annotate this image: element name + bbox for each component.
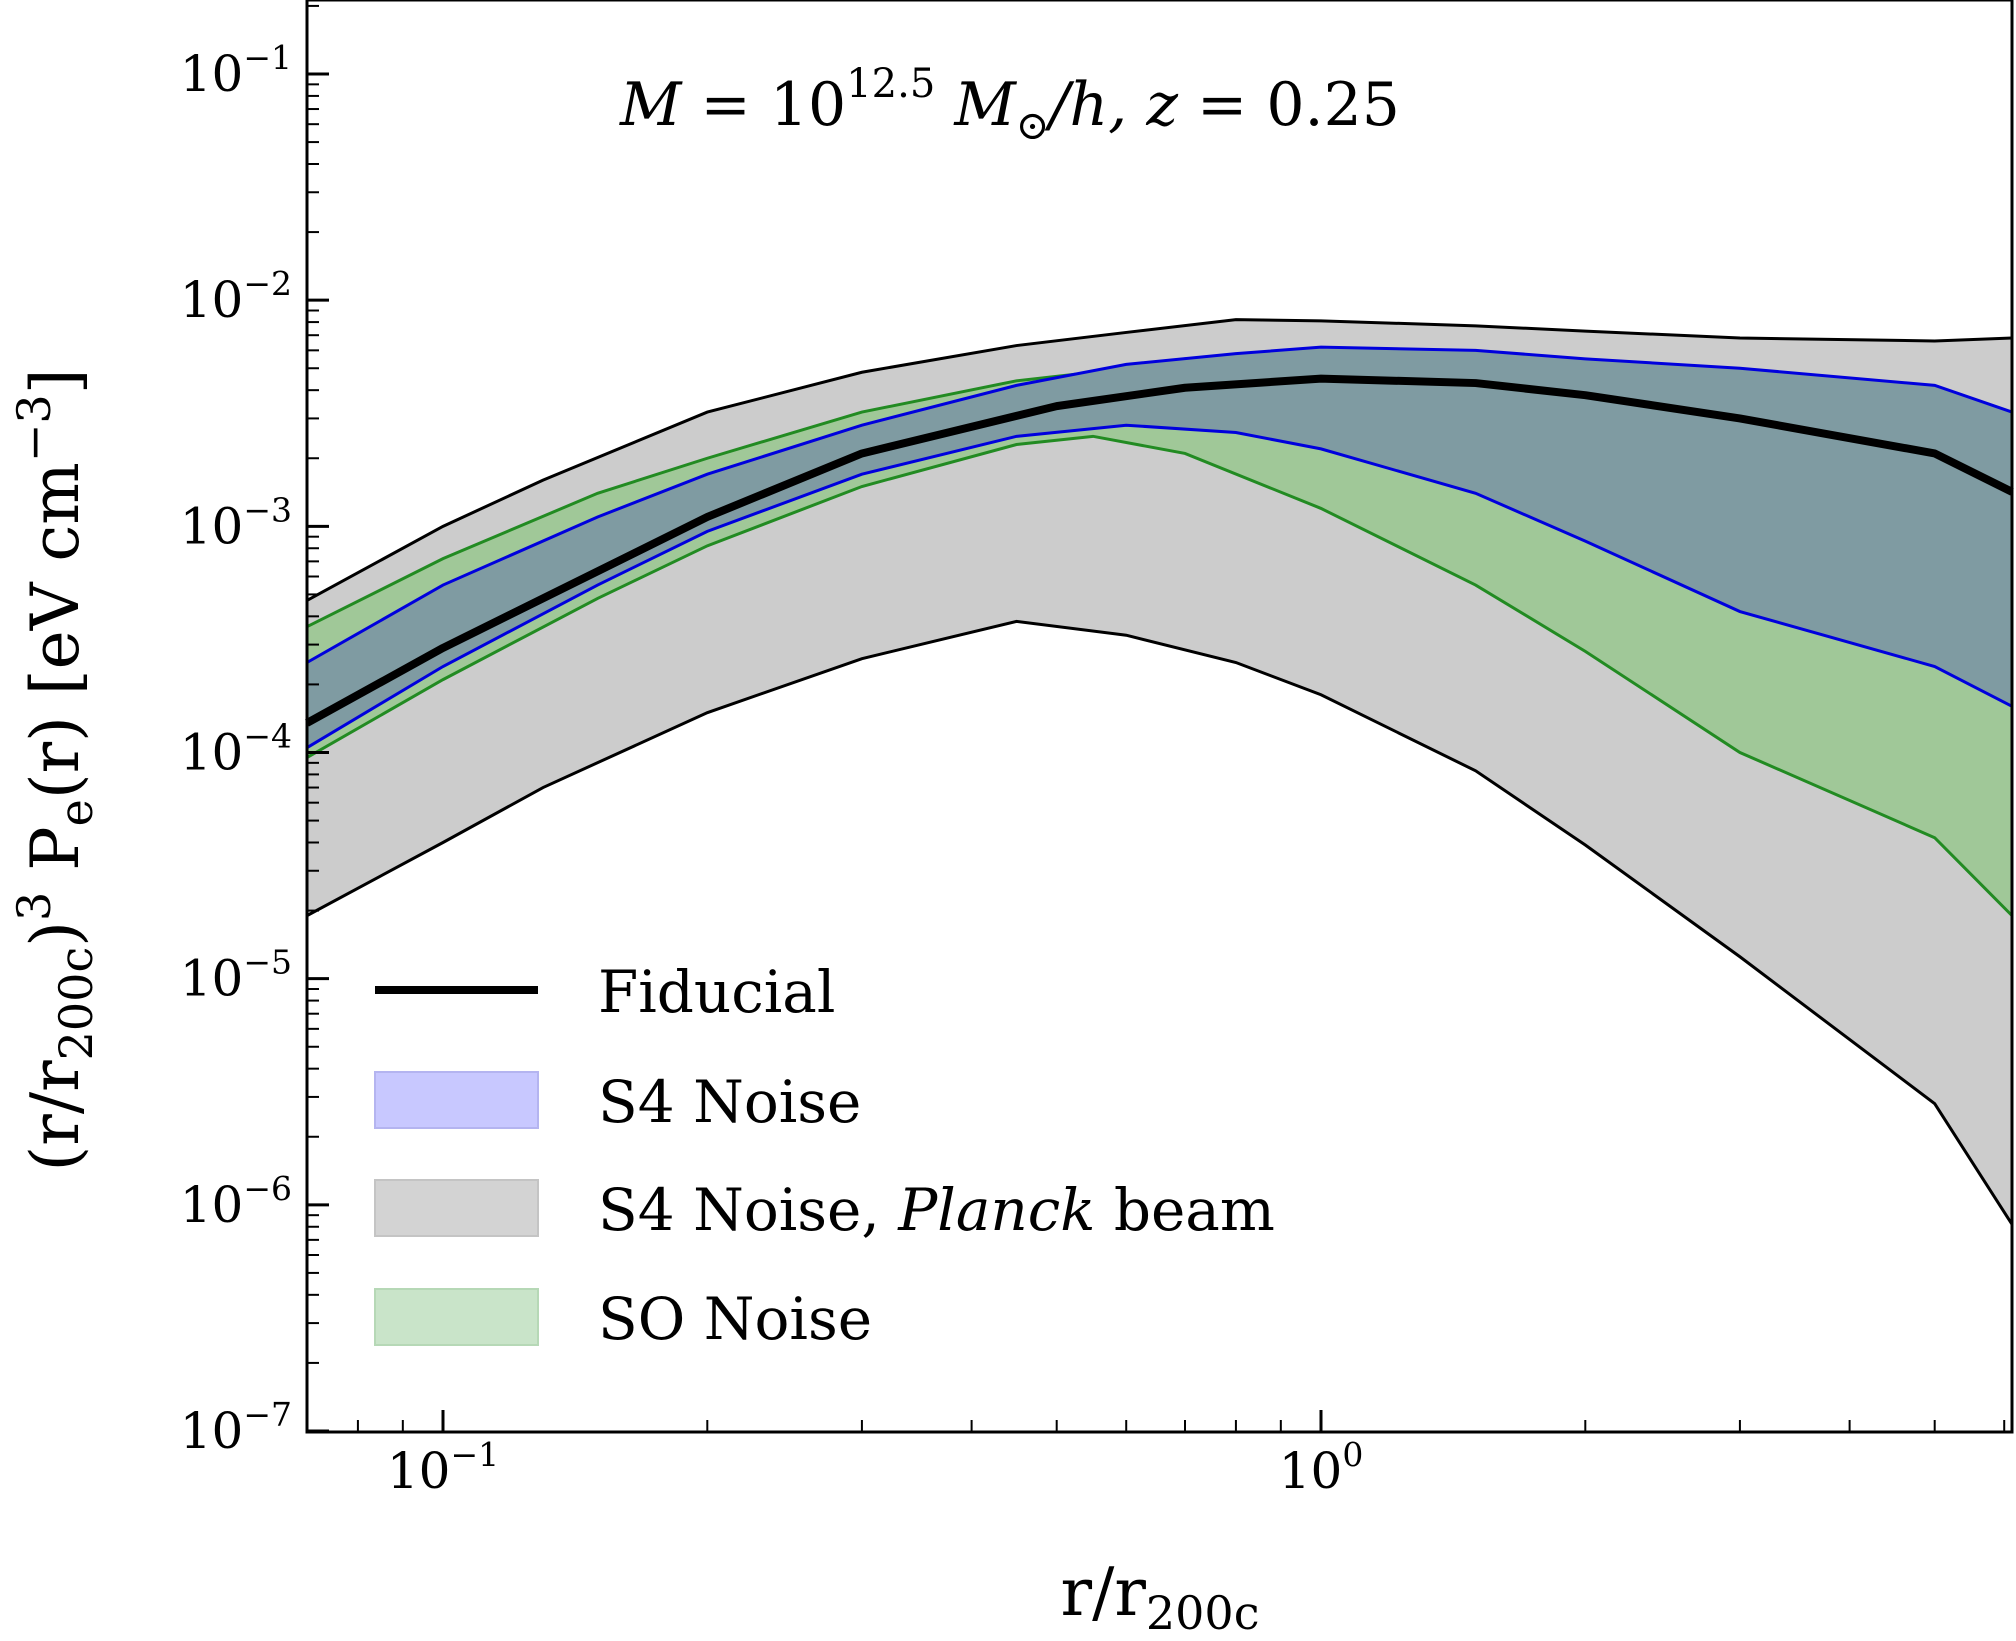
chart-title: M = 1012.5 M⊙/h, z = 0.25: [619, 61, 1400, 149]
title-eq: = 10: [681, 70, 846, 140]
title-exponent: 12.5: [846, 61, 935, 107]
y-tick-label: 10−3: [180, 490, 292, 555]
y-tick-label: 10−4: [180, 717, 292, 782]
y-tick-base: 10: [180, 1176, 244, 1234]
y-tick-exponent: −5: [243, 943, 292, 982]
title-m: M: [619, 70, 683, 140]
legend-s4-planck-label: S4 Noise, Planck beam: [598, 1176, 1275, 1244]
x-tick-label: 10−1: [387, 1435, 499, 1500]
y-label-sup2: −3: [7, 394, 61, 462]
y-axis-label: (r/r200c)3 Pe(r) [eV cm−3]: [7, 369, 103, 1172]
y-tick-base: 10: [180, 497, 244, 555]
y-tick-label: 10−6: [180, 1169, 292, 1234]
title-sun-symbol: ⊙: [1016, 103, 1050, 149]
x-axis-label-sub: 200c: [1146, 1586, 1260, 1640]
legend-s4-label: S4 Noise: [598, 1068, 861, 1136]
y-tick-label: 10−5: [180, 943, 292, 1008]
y-tick-base: 10: [180, 271, 244, 329]
x-axis-label-main: r/r: [1061, 1554, 1147, 1631]
y-label-g: (r) [eV cm: [17, 462, 94, 799]
legend-s4-planck-prefix: S4 Noise,: [598, 1176, 898, 1244]
band-lower-so-noise: [306, 434, 2014, 917]
y-label-sup1: 3: [7, 892, 61, 921]
x-tick-exponent: 0: [1342, 1435, 1363, 1474]
y-tick-exponent: −6: [243, 1169, 292, 1208]
fiducial-line: [305, 374, 2014, 727]
y-label-sub2: e: [49, 799, 103, 826]
y-tick-label: 10−2: [180, 264, 292, 329]
y-tick-base: 10: [180, 950, 244, 1008]
y-tick-exponent: −3: [243, 490, 292, 529]
y-tick-exponent: −4: [243, 717, 292, 756]
x-tick-base: 10: [387, 1442, 451, 1500]
band-upper-s4-noise-planck-beam: [306, 318, 2013, 602]
y-tick-exponent: −7: [243, 1395, 292, 1434]
title-zval: = 0.25: [1178, 70, 1400, 140]
band-lower-s4-noise-planck-beam: [306, 619, 2014, 1226]
legend: Fiducial S4 Noise S4 Noise, Planck beam …: [374, 958, 1275, 1353]
y-tick-base: 10: [180, 45, 244, 103]
legend-s4-planck-suffix: beam: [1095, 1176, 1274, 1244]
y-tick-exponent: −2: [243, 264, 292, 303]
y-tick-exponent: −1: [243, 38, 292, 77]
plot-area: [305, 318, 2014, 1226]
x-tick-exponent: −1: [450, 1435, 499, 1474]
x-tick-label: 100: [1279, 1435, 1364, 1500]
legend-s4-planck-italic: Planck: [897, 1176, 1095, 1244]
y-tick-label: 10−7: [180, 1395, 292, 1460]
y-label-i: ]: [17, 369, 94, 395]
y-label-sub1: 200c: [49, 947, 103, 1061]
band-lower-s4-noise: [306, 423, 2013, 749]
band-s4-noise: [307, 347, 2012, 748]
legend-so-label: SO Noise: [598, 1285, 872, 1353]
y-label-a: (r/r: [17, 1060, 94, 1172]
plot-frame: [305, 0, 2014, 1434]
x-tick-base: 10: [1279, 1442, 1343, 1500]
y-tick-label: 10−1: [180, 38, 292, 103]
legend-s4-planck-swatch: [374, 1179, 539, 1237]
y-tick-base: 10: [180, 724, 244, 782]
tick-labels: 10−110−210−310−410−510−610−710−1 100: [180, 38, 1364, 1500]
band-upper-s4-noise: [306, 345, 2013, 664]
title-msun: M: [935, 70, 1017, 140]
tick-marks: [305, 4, 2006, 1433]
title-rest: /h,: [1044, 70, 1146, 140]
legend-fiducial-label: Fiducial: [598, 958, 835, 1026]
y-tick-base: 10: [180, 1402, 244, 1460]
legend-s4-swatch: [374, 1071, 539, 1129]
y-label-e: P: [17, 826, 94, 891]
x-axis-label: r/r200c: [1061, 1554, 1260, 1640]
y-label-c: ): [17, 921, 94, 947]
legend-so-swatch: [374, 1288, 539, 1346]
title-z: z: [1145, 70, 1178, 140]
